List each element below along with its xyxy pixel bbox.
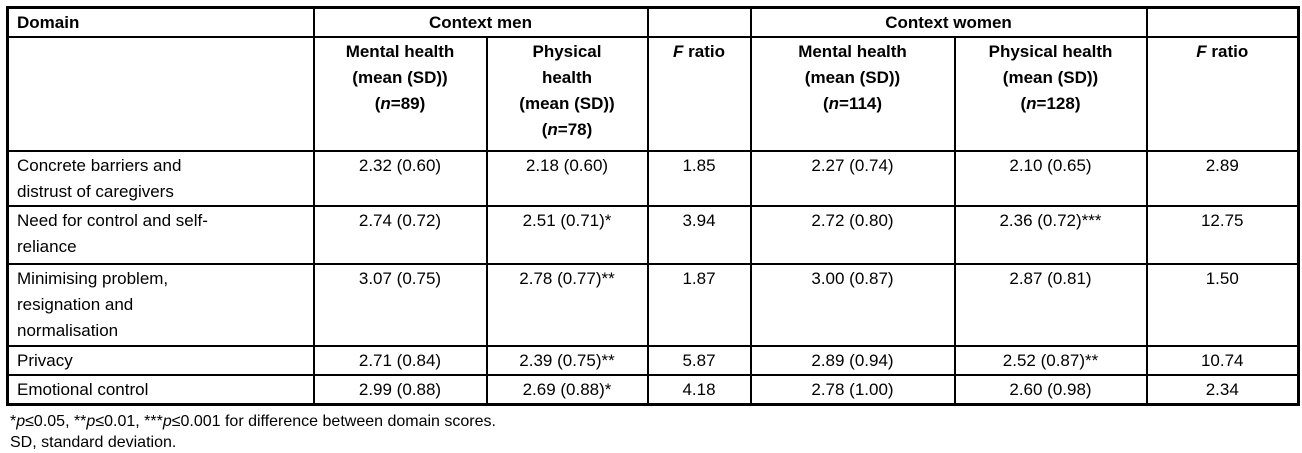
cell-women-mental: 2.72 (0.80) — [749, 205, 956, 265]
cell-women-physical: 2.10 (0.65) — [953, 150, 1148, 207]
footnote-sd-definition: SD, standard deviation. — [10, 434, 177, 451]
cell-men-mental: 3.07 (0.75) — [312, 263, 488, 347]
cell-women-mental: 3.00 (0.87) — [749, 263, 956, 347]
empty-cell-domain — [6, 36, 315, 152]
cell-women-f-ratio: 12.75 — [1145, 205, 1300, 265]
col-header-women-physical: Physical health (mean (SD)) (n=128) — [953, 36, 1148, 152]
col-header-men-f-ratio: F ratio — [646, 36, 752, 152]
cell-men-f-ratio: 1.87 — [646, 263, 752, 347]
col-header-title: Mental health (mean (SD)) — [798, 42, 907, 87]
cell-women-physical: 2.87 (0.81) — [953, 263, 1148, 347]
n-italic: n — [547, 120, 558, 139]
results-table: Domain Context men Context women Mental … — [6, 6, 1300, 406]
table-row: Need for control and self- reliance 2.74… — [6, 205, 1300, 265]
header-row-groups: Domain Context men Context women — [6, 6, 1300, 38]
domain-cell: Concrete barriers and distrust of caregi… — [6, 150, 315, 207]
p-italic: p — [162, 413, 172, 430]
f-italic: F — [1196, 42, 1207, 61]
n-italic: n — [828, 94, 840, 113]
cell-men-physical: 2.69 (0.88)* — [485, 374, 649, 406]
cell-women-f-ratio: 2.34 — [1145, 374, 1300, 406]
cell-men-physical: 2.78 (0.77)** — [485, 263, 649, 347]
cell-women-f-ratio: 10.74 — [1145, 345, 1300, 376]
empty-cell-women-f — [1145, 6, 1300, 38]
col-header-women-mental: Mental health (mean (SD)) (n=114) — [749, 36, 956, 152]
col-header-title: Physical health (mean (SD)) — [519, 42, 615, 113]
f-italic: F — [673, 42, 684, 61]
cell-women-f-ratio: 2.89 — [1145, 150, 1300, 207]
cell-men-f-ratio: 1.85 — [646, 150, 752, 207]
col-header-men-physical: Physical health (mean (SD)) (n=78) — [485, 36, 649, 152]
table-row: Emotional control 2.99 (0.88) 2.69 (0.88… — [6, 374, 1300, 406]
cell-men-mental: 2.99 (0.88) — [312, 374, 488, 406]
col-header-n: (n=89) — [374, 94, 426, 113]
domain-cell: Need for control and self- reliance — [6, 205, 315, 265]
group-header-context-men: Context men — [312, 6, 649, 38]
col-header-men-mental: Mental health (mean (SD)) (n=89) — [312, 36, 488, 152]
domain-cell: Emotional control — [6, 374, 315, 406]
header-row-columns: Mental health (mean (SD)) (n=89) Physical… — [6, 36, 1300, 152]
cell-men-physical: 2.51 (0.71)* — [485, 205, 649, 265]
p-italic: p — [16, 413, 26, 430]
col-header-women-f-ratio: F ratio — [1145, 36, 1300, 152]
table-row: Concrete barriers and distrust of caregi… — [6, 150, 1300, 207]
cell-men-f-ratio: 4.18 — [646, 374, 752, 406]
col-header-n: (n=128) — [1020, 94, 1081, 113]
cell-men-physical: 2.18 (0.60) — [485, 150, 649, 207]
group-header-context-women: Context women — [749, 6, 1148, 38]
cell-women-mental: 2.78 (1.00) — [749, 374, 956, 406]
cell-men-mental: 2.32 (0.60) — [312, 150, 488, 207]
col-header-n: (n=114) — [822, 94, 883, 113]
cell-men-physical: 2.39 (0.75)** — [485, 345, 649, 376]
n-italic: n — [1026, 94, 1037, 113]
cell-men-mental: 2.74 (0.72) — [312, 205, 488, 265]
domain-cell: Minimising problem, resignation and norm… — [6, 263, 315, 347]
p-italic: p — [86, 413, 96, 430]
table-row: Minimising problem, resignation and norm… — [6, 263, 1300, 347]
header-domain: Domain — [6, 6, 315, 38]
cell-men-mental: 2.71 (0.84) — [312, 345, 488, 376]
col-header-n: (n=78) — [541, 120, 593, 139]
empty-cell-men-f — [646, 6, 752, 38]
col-header-title: Physical health (mean (SD)) — [988, 42, 1113, 87]
table-row: Privacy 2.71 (0.84) 2.39 (0.75)** 5.87 2… — [6, 345, 1300, 376]
cell-women-physical: 2.36 (0.72)*** — [953, 205, 1148, 265]
cell-men-f-ratio: 5.87 — [646, 345, 752, 376]
col-header-title: Mental health (mean (SD)) — [345, 42, 455, 87]
cell-women-mental: 2.89 (0.94) — [749, 345, 956, 376]
n-italic: n — [380, 94, 391, 113]
cell-women-physical: 2.52 (0.87)** — [953, 345, 1148, 376]
footnote-significance: *p≤0.05, **p≤0.01, ***p≤0.001 for differ… — [10, 413, 496, 430]
cell-women-physical: 2.60 (0.98) — [953, 374, 1148, 406]
cell-men-f-ratio: 3.94 — [646, 205, 752, 265]
domain-cell: Privacy — [6, 345, 315, 376]
cell-women-mental: 2.27 (0.74) — [749, 150, 956, 207]
cell-women-f-ratio: 1.50 — [1145, 263, 1300, 347]
